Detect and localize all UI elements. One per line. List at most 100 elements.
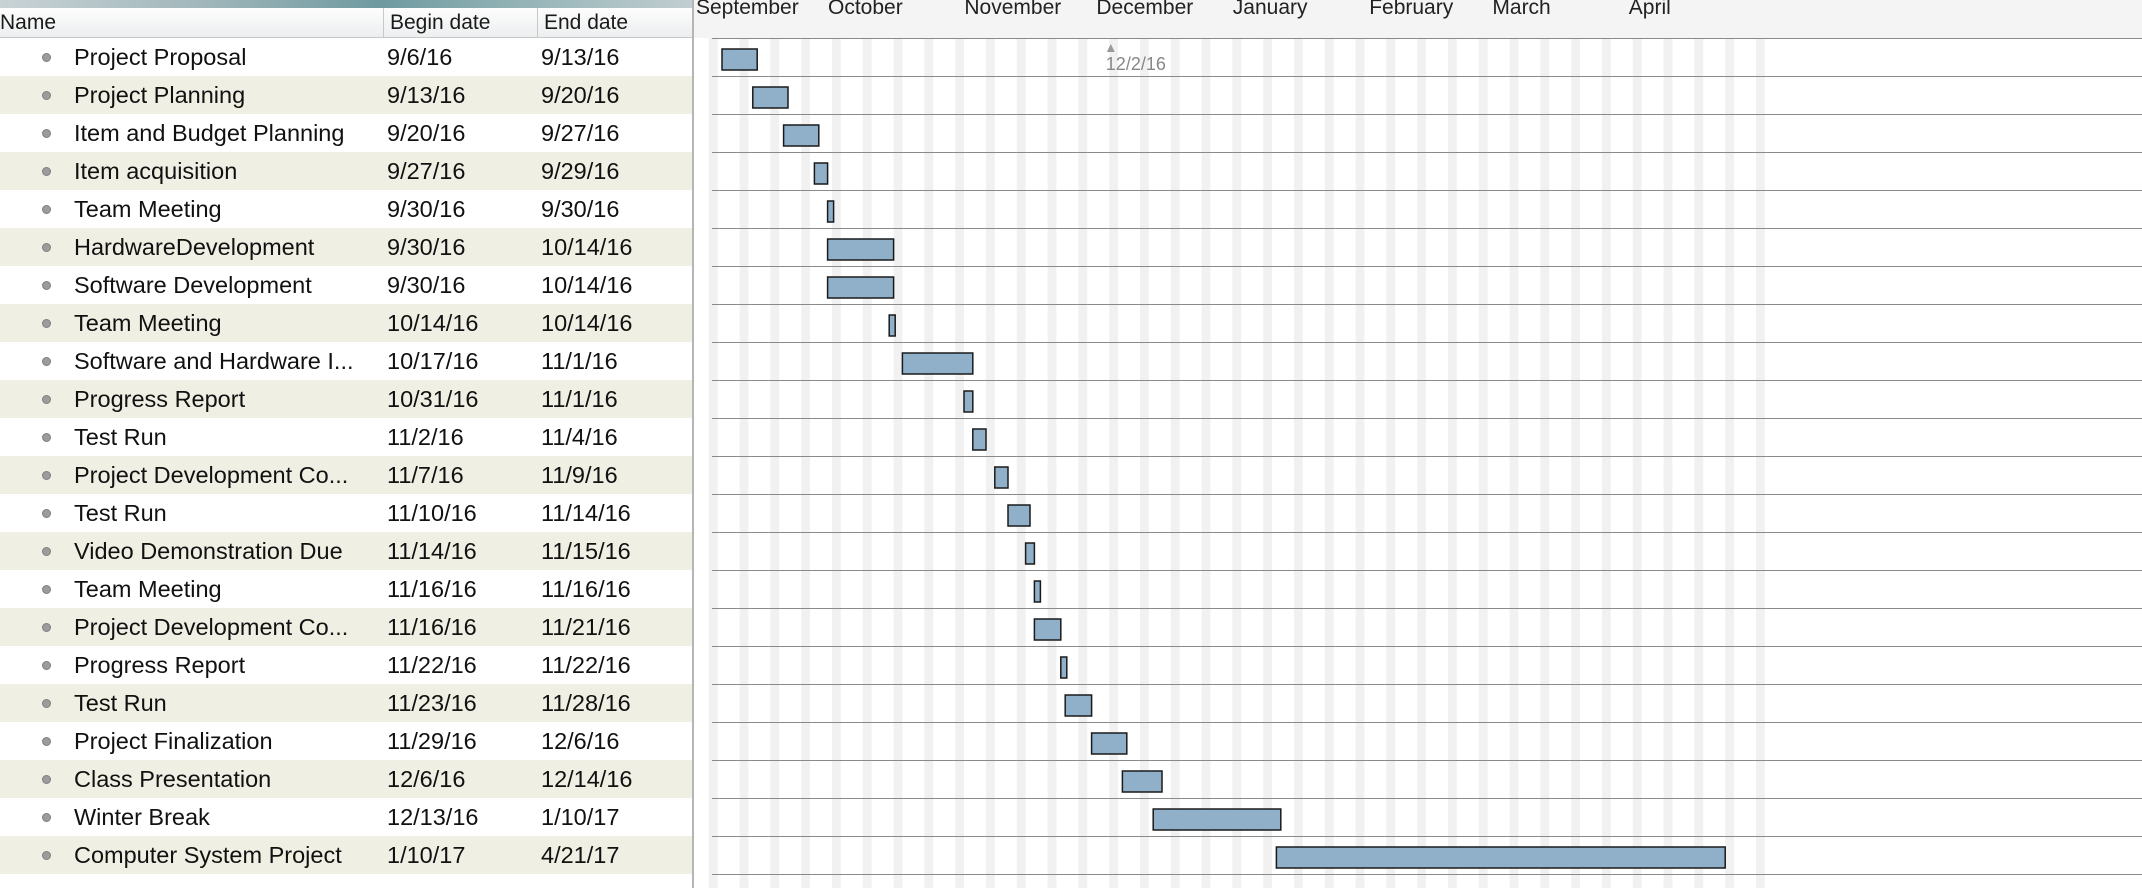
table-row[interactable]: Progress Report 11/22/16 11/22/16 [0, 646, 692, 684]
task-begin-date[interactable]: 11/7/16 [387, 462, 464, 488]
table-row[interactable]: Test Run 11/10/16 11/14/16 [0, 494, 692, 532]
task-end-date[interactable]: 12/6/16 [541, 728, 620, 754]
task-bar[interactable] [994, 466, 1009, 489]
table-row[interactable]: Test Run 11/23/16 11/28/16 [0, 684, 692, 722]
task-end-date[interactable]: 9/29/16 [541, 158, 620, 184]
task-name[interactable]: Project Proposal [74, 44, 247, 70]
task-end-date[interactable]: 12/14/16 [541, 766, 633, 792]
task-bar[interactable] [721, 48, 758, 71]
task-name[interactable]: Item acquisition [74, 158, 238, 184]
task-begin-date[interactable]: 9/30/16 [387, 234, 466, 260]
task-name[interactable]: Computer System Project [74, 842, 342, 868]
task-bar[interactable] [888, 314, 896, 337]
table-row[interactable]: Project Planning 9/13/16 9/20/16 [0, 76, 692, 114]
task-begin-date[interactable]: 9/6/16 [387, 44, 453, 70]
task-begin-date[interactable]: 9/30/16 [387, 272, 466, 298]
table-row[interactable]: HardwareDevelopment 9/30/16 10/14/16 [0, 228, 692, 266]
panel-splitter[interactable] [692, 0, 694, 888]
task-begin-date[interactable]: 11/14/16 [387, 538, 477, 564]
task-begin-date[interactable]: 10/17/16 [387, 348, 479, 374]
task-name[interactable]: Item and Budget Planning [74, 120, 345, 146]
task-end-date[interactable]: 11/16/16 [541, 576, 631, 602]
table-row[interactable]: Class Presentation 12/6/16 12/14/16 [0, 760, 692, 798]
task-name[interactable]: Team Meeting [74, 576, 222, 602]
task-end-date[interactable]: 11/22/16 [541, 652, 631, 678]
task-end-date[interactable]: 9/27/16 [541, 120, 620, 146]
task-begin-date[interactable]: 9/30/16 [387, 196, 466, 222]
task-name[interactable]: Team Meeting [74, 196, 222, 222]
table-row[interactable]: Project Development Co... 11/16/16 11/21/1… [0, 608, 692, 646]
task-name[interactable]: Test Run [74, 690, 167, 716]
task-bar[interactable] [782, 124, 820, 147]
table-row[interactable]: Computer System Project 1/10/17 4/21/17 [0, 836, 692, 874]
task-bar[interactable] [1033, 580, 1042, 603]
task-bar[interactable] [1007, 504, 1031, 527]
task-bar[interactable] [1152, 808, 1282, 831]
task-name[interactable]: Software and Hardware I... [74, 348, 354, 374]
task-end-date[interactable]: 1/10/17 [541, 804, 620, 830]
task-name[interactable]: Test Run [74, 500, 167, 526]
task-begin-date[interactable]: 11/16/16 [387, 614, 477, 640]
task-end-date[interactable]: 9/30/16 [541, 196, 620, 222]
task-begin-date[interactable]: 10/31/16 [387, 386, 479, 412]
task-begin-date[interactable]: 1/10/17 [387, 842, 466, 868]
task-begin-date[interactable]: 11/23/16 [387, 690, 477, 716]
task-name[interactable]: Progress Report [74, 386, 246, 412]
task-bar[interactable] [1090, 732, 1128, 755]
task-begin-date[interactable]: 9/13/16 [387, 82, 466, 108]
task-end-date[interactable]: 11/1/16 [541, 386, 618, 412]
task-name[interactable]: Project Planning [74, 82, 246, 108]
task-name[interactable]: Progress Report [74, 652, 246, 678]
task-name[interactable]: Project Development Co... [74, 614, 349, 640]
task-bar[interactable] [813, 162, 829, 185]
task-end-date[interactable]: 9/13/16 [541, 44, 620, 70]
table-row[interactable]: Team Meeting 9/30/16 9/30/16 [0, 190, 692, 228]
table-row[interactable]: Video Demonstration Due 11/14/16 11/15/16 [0, 532, 692, 570]
task-bar[interactable] [826, 200, 835, 223]
task-begin-date[interactable]: 12/13/16 [387, 804, 479, 830]
task-bar[interactable] [972, 428, 987, 451]
task-begin-date[interactable]: 11/22/16 [387, 652, 477, 678]
task-end-date[interactable]: 11/4/16 [541, 424, 618, 450]
column-header-name[interactable]: Name [0, 11, 57, 34]
task-name[interactable]: Software Development [74, 272, 312, 298]
column-header-begin-date[interactable]: Begin date [383, 8, 537, 37]
task-begin-date[interactable]: 9/20/16 [387, 120, 466, 146]
task-bar[interactable] [963, 390, 974, 413]
task-name[interactable]: HardwareDevelopment [74, 234, 315, 260]
task-begin-date[interactable]: 12/6/16 [387, 766, 466, 792]
task-name[interactable]: Test Run [74, 424, 167, 450]
column-header-end-date[interactable]: End date [537, 8, 692, 37]
task-bar[interactable] [1064, 694, 1093, 717]
table-row[interactable]: Winter Break 12/13/16 1/10/17 [0, 798, 692, 836]
task-name[interactable]: Team Meeting [74, 310, 222, 336]
task-end-date[interactable]: 10/14/16 [541, 234, 633, 260]
table-row[interactable]: Item and Budget Planning 9/20/16 9/27/16 [0, 114, 692, 152]
task-end-date[interactable]: 11/21/16 [541, 614, 631, 640]
task-end-date[interactable]: 10/14/16 [541, 310, 633, 336]
table-row[interactable]: Project Development Co... 11/7/16 11/9/16 [0, 456, 692, 494]
table-row[interactable]: Team Meeting 11/16/16 11/16/16 [0, 570, 692, 608]
task-begin-date[interactable]: 9/27/16 [387, 158, 466, 184]
task-begin-date[interactable]: 11/29/16 [387, 728, 477, 754]
task-name[interactable]: Project Development Co... [74, 462, 349, 488]
task-bar[interactable] [826, 238, 895, 261]
table-row[interactable]: Software Development 9/30/16 10/14/16 [0, 266, 692, 304]
task-end-date[interactable]: 11/15/16 [541, 538, 631, 564]
table-row[interactable]: Item acquisition 9/27/16 9/29/16 [0, 152, 692, 190]
task-begin-date[interactable]: 11/16/16 [387, 576, 477, 602]
task-begin-date[interactable]: 11/10/16 [387, 500, 477, 526]
task-end-date[interactable]: 9/20/16 [541, 82, 620, 108]
task-bar[interactable] [826, 276, 895, 299]
task-end-date[interactable]: 11/9/16 [541, 462, 618, 488]
task-end-date[interactable]: 11/28/16 [541, 690, 631, 716]
task-begin-date[interactable]: 10/14/16 [387, 310, 479, 336]
task-name[interactable]: Winter Break [74, 804, 210, 830]
task-bar[interactable] [1121, 770, 1163, 793]
task-name[interactable]: Video Demonstration Due [74, 538, 343, 564]
task-begin-date[interactable]: 11/2/16 [387, 424, 464, 450]
task-end-date[interactable]: 10/14/16 [541, 272, 633, 298]
task-end-date[interactable]: 11/14/16 [541, 500, 631, 526]
task-end-date[interactable]: 11/1/16 [541, 348, 618, 374]
task-bar[interactable] [1033, 618, 1062, 641]
